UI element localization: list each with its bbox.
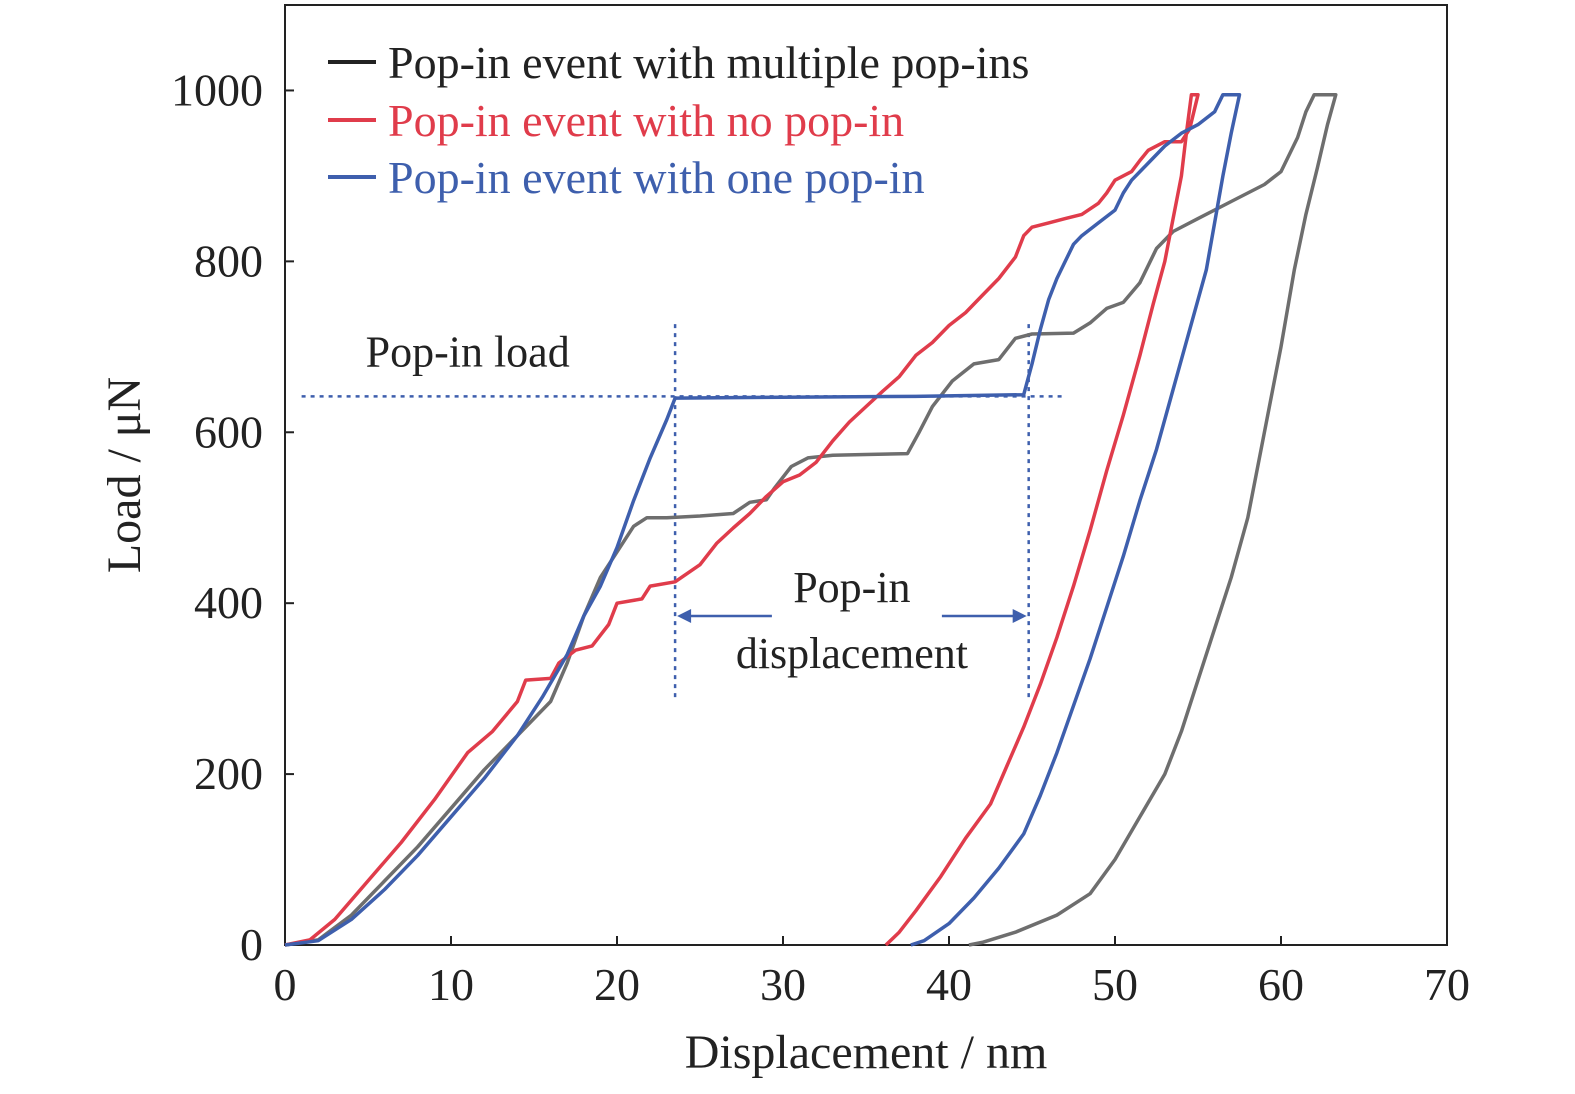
x-tick-label: 50	[1092, 959, 1138, 1010]
arrowhead-right	[1012, 609, 1027, 623]
series-line-2	[284, 92, 1242, 947]
plot-frame	[284, 4, 1448, 946]
x-tick-label: 10	[428, 959, 474, 1010]
x-tick-label: 60	[1258, 959, 1304, 1010]
y-tick-label: 400	[194, 577, 263, 628]
x-tick-label: 70	[1424, 959, 1470, 1010]
y-tick-label: 600	[194, 406, 263, 457]
legend: Pop-in event with multiple pop-ins Pop-i…	[328, 37, 1029, 203]
x-axis-title: Displacement / nm	[685, 1026, 1048, 1079]
x-tick-label: 30	[760, 959, 806, 1010]
legend-label-multiple: Pop-in event with multiple pop-ins	[388, 37, 1029, 88]
series-line-0	[284, 92, 1338, 947]
pop-in-load-label: Pop-in load	[366, 327, 570, 376]
arrowhead-left	[677, 609, 692, 623]
y-tick-label: 200	[194, 748, 263, 799]
y-tick-label: 1000	[171, 64, 263, 115]
pop-in-displacement-label-line1: Pop-in	[793, 563, 910, 612]
series-line-1	[284, 92, 1200, 947]
pop-in-displacement-label-line2: displacement	[736, 629, 968, 678]
axis-ticks: 0 10 20 30 40 50 60 70 0 200 400 600 800 1000	[171, 64, 1470, 1010]
legend-label-one: Pop-in event with one pop-in	[388, 152, 925, 203]
data-series	[284, 92, 1338, 947]
y-tick-label: 0	[240, 919, 263, 970]
x-tick-label: 20	[594, 959, 640, 1010]
x-tick-label: 0	[274, 959, 297, 1010]
legend-label-none: Pop-in event with no pop-in	[388, 95, 904, 146]
y-axis-title: Load / μN	[98, 377, 151, 573]
annotations: Pop-in load Pop-in displacement	[301, 321, 1066, 698]
x-tick-label: 40	[926, 959, 972, 1010]
y-tick-label: 800	[194, 235, 263, 286]
